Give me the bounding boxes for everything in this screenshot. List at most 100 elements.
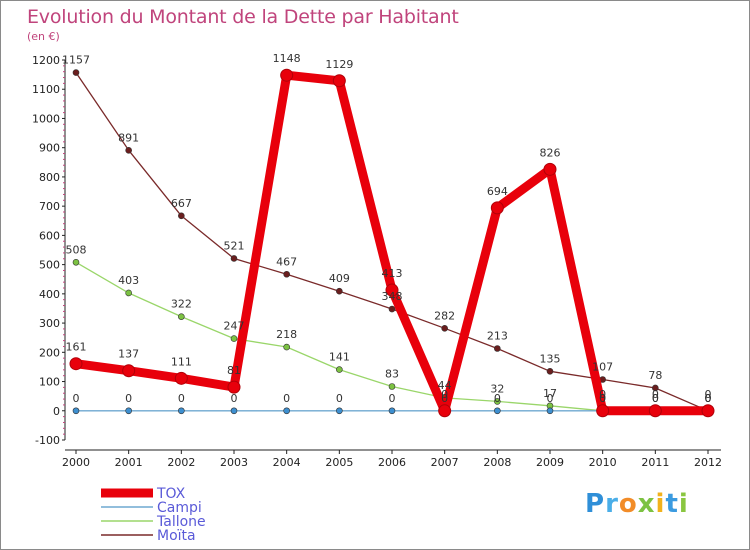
y-tick-label: 0 [53,405,60,418]
data-label-campi: 0 [441,392,448,405]
data-point-tox [438,404,452,418]
data-label-tallone: 218 [276,328,297,341]
data-label-moita: 467 [276,255,297,268]
data-point-campi [72,407,80,415]
x-tick-label: 2001 [115,456,143,469]
data-point-campi [494,407,501,415]
data-label-moita: 78 [648,369,662,382]
x-tick-label: 2010 [589,456,617,469]
logo-letter: r [605,489,619,519]
data-point-moita [230,255,238,262]
data-label-moita: 135 [540,352,561,365]
data-label-tallone: 141 [329,351,350,364]
x-tick-label: 2008 [483,456,511,469]
data-label-tallone: 44 [438,379,452,392]
data-label-campi: 0 [178,392,185,405]
y-tick-label: 400 [39,288,60,301]
chart-unit-subtitle: (en €) [27,30,60,43]
legend-label-moita: Moïta [157,528,196,544]
data-label-tox: 826 [540,146,561,159]
data-label-moita: 521 [224,239,245,252]
data-point-campi [230,407,238,415]
y-tick-label: 800 [39,171,60,184]
data-label-moita: 409 [329,272,350,285]
data-label-moita: 348 [382,290,403,303]
y-tick-label: 600 [39,229,60,242]
legend-label-tallone: Tallone [156,514,206,530]
data-label-campi: 0 [125,392,132,405]
data-label-tallone: 32 [490,382,504,395]
chart-title: Evolution du Montant de la Dette par Hab… [27,6,459,28]
data-point-campi [336,407,343,415]
data-label-tox: 1129 [325,58,353,71]
data-point-moita [283,270,290,278]
y-tick-label: 1200 [32,54,60,67]
data-label-campi: 0 [389,392,396,405]
x-tick-label: 2011 [641,456,669,469]
data-label-tox: 111 [171,355,192,368]
data-point-moita [441,325,448,332]
logo-letter: o [618,489,638,519]
data-label-tox: 694 [487,185,508,198]
data-label-tallone: 0 [652,392,659,405]
x-tick-label: 2009 [536,456,564,469]
data-point-tallone [494,398,501,405]
x-tick-label: 2012 [694,456,722,469]
data-label-tallone: 403 [118,274,139,287]
logo-letter: x [637,489,656,519]
data-label-moita: 1157 [62,54,90,67]
data-label-moita: 213 [487,330,508,343]
data-point-tox [174,371,188,385]
x-tick-label: 2005 [325,456,353,469]
data-label-tox: 81 [227,364,241,377]
data-point-tox [701,404,715,418]
data-point-tox [280,68,294,82]
data-point-tox [648,404,662,418]
data-point-tox [596,404,610,418]
data-point-tox [332,74,346,88]
data-point-tox [385,283,399,297]
x-tick-label: 2007 [431,456,459,469]
data-point-tallone [125,289,132,297]
data-label-tallone: 508 [66,243,87,256]
y-tick-label: 500 [39,259,60,272]
data-label-tox: 0 [652,388,659,401]
data-label-campi: 0 [652,392,659,405]
data-label-campi: 0 [705,392,712,405]
x-tick-label: 2002 [167,456,195,469]
data-label-moita: 667 [171,197,192,210]
data-point-tox [543,162,557,176]
y-tick-label: 900 [39,142,60,155]
data-point-campi [125,407,132,415]
y-tick-label: 300 [39,317,60,330]
data-label-campi: 0 [547,392,554,405]
data-label-moita: 891 [118,131,139,144]
data-label-campi: 0 [73,392,80,405]
data-label-campi: 0 [599,392,606,405]
data-point-tox [69,357,83,371]
data-label-moita: 282 [434,309,455,322]
data-label-campi: 0 [494,392,501,405]
data-label-tox: 413 [382,267,403,280]
y-tick-label: 200 [39,346,60,359]
logo-letter: i [655,489,666,519]
data-point-moita [178,212,185,220]
data-point-tallone [336,366,343,373]
data-point-moita [652,384,659,392]
data-label-moita: 107 [592,360,613,373]
data-point-tox [122,364,136,378]
x-tick-label: 2000 [62,456,90,469]
data-label-tallone: 322 [171,298,192,311]
data-point-moita [72,69,80,76]
data-point-moita [388,305,396,313]
data-point-tallone [388,383,396,390]
y-tick-label: 100 [39,376,60,389]
data-label-tox: 137 [118,348,139,361]
data-label-tox: 161 [66,341,87,354]
data-point-tox [227,380,241,394]
data-point-tallone [230,335,238,342]
x-tick-label: 2006 [378,456,406,469]
data-label-tallone: 83 [385,368,399,381]
data-label-tallone: 247 [224,320,245,333]
